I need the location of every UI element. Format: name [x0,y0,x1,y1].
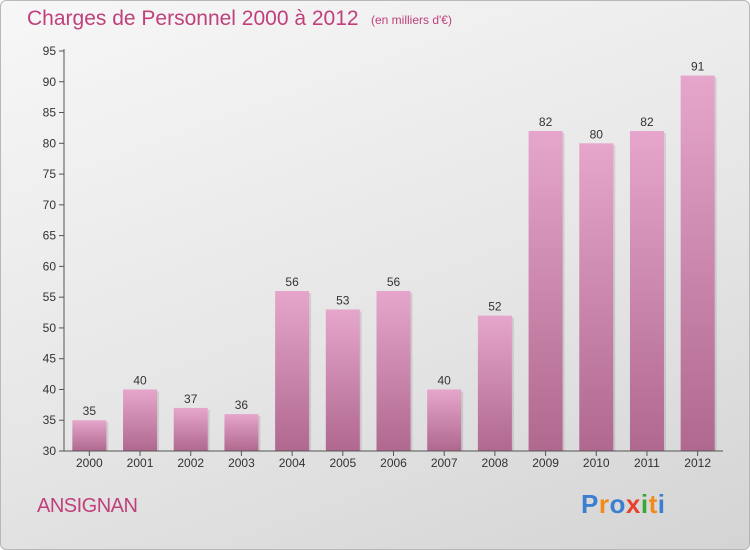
bar-value-label: 56 [387,275,401,289]
logo-letter: i [640,489,649,519]
bar-2007[interactable] [427,389,462,451]
logo-letter: i [657,489,666,519]
commune-name: ANSIGNAN [37,495,138,517]
bar-value-label: 82 [640,115,654,129]
bar-value-label: 91 [691,60,705,74]
y-tick-label: 80 [43,136,57,150]
bar-2008[interactable] [477,315,512,451]
logo-letter: P [581,489,599,519]
bar-value-label: 52 [488,300,502,314]
bar-value-label: 56 [285,275,299,289]
bar-2000[interactable] [72,420,107,451]
x-tick-label: 2007 [431,456,458,470]
bar-value-label: 35 [83,404,97,418]
bar-2012[interactable] [680,75,715,451]
x-tick-label: 2005 [329,456,356,470]
bar-2011[interactable] [629,131,664,451]
bar-2003[interactable] [224,414,259,451]
x-tick-label: 2004 [279,456,306,470]
bar-value-label: 82 [539,115,553,129]
chart-subtitle: (en milliers d'€) [371,13,452,27]
logo-letter: r [598,489,610,519]
bar-value-label: 40 [133,373,147,387]
bar-value-label: 40 [438,373,452,387]
bar-2004[interactable] [275,291,310,451]
logo-letter: t [648,489,658,519]
bar-2009[interactable] [528,131,563,451]
bar-value-label: 36 [235,398,249,412]
bar-2005[interactable] [325,309,360,451]
logo-letter: o [609,489,626,519]
y-tick-label: 85 [43,106,57,120]
y-tick-label: 55 [43,290,57,304]
bar-2001[interactable] [123,389,158,451]
y-tick-label: 50 [43,321,57,335]
x-tick-label: 2006 [380,456,407,470]
y-tick-label: 40 [43,382,57,396]
x-tick-label: 2012 [684,456,711,470]
y-tick-label: 35 [43,413,57,427]
y-tick-label: 60 [43,259,57,273]
x-tick-label: 2000 [76,456,103,470]
y-tick-label: 65 [43,229,57,243]
y-axis: 30 35 40 45 50 55 60 65 70 75 80 85 90 95 [43,44,65,458]
y-tick-label: 90 [43,75,57,89]
proxiti-logo[interactable]: Proxiti [581,489,665,520]
x-tick-label: 2001 [127,456,154,470]
bar-value-label: 53 [336,293,350,307]
bar-2010[interactable] [579,143,614,452]
bars: 35 40 37 36 56 53 56 40 52 82 80 82 91 [72,60,717,452]
y-tick-label: 30 [43,444,57,458]
chart-title: Charges de Personnel 2000 à 2012 [27,7,359,30]
x-tick-label: 2002 [177,456,204,470]
x-tick-label: 2003 [228,456,255,470]
bar-2006[interactable] [376,291,411,451]
bar-2002[interactable] [173,407,208,451]
x-tick-label: 2009 [532,456,559,470]
y-tick-label: 75 [43,167,57,181]
bar-value-label: 37 [184,392,198,406]
bar-value-label: 80 [590,127,604,141]
x-axis: 2000 2001 2002 2003 2004 2005 2006 2007 2008 2009… [64,450,723,470]
x-tick-label: 2010 [583,456,610,470]
x-tick-label: 2011 [634,456,660,470]
y-tick-label: 45 [43,352,57,366]
logo-letter: x [625,489,641,519]
x-tick-label: 2008 [482,456,509,470]
y-tick-label: 70 [43,198,57,212]
y-tick-label: 95 [43,44,57,58]
